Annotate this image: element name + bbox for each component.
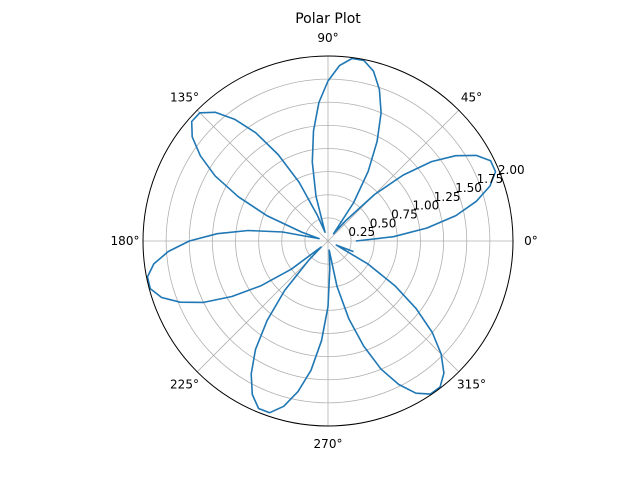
radial-tick-label: 0.25	[348, 225, 375, 239]
angular-gridline	[327, 240, 460, 373]
radial-tick-label: 1.75	[477, 172, 504, 186]
polar-frame	[142, 55, 514, 427]
angular-tick-label: 315°	[457, 378, 486, 392]
angular-tick-label: 225°	[170, 378, 199, 392]
tick-labels: 0° 45° 90° 135° 180° 225° 270° 315° 0.250.500.75…	[111, 31, 538, 451]
radial-tick-label: 0.50	[370, 216, 397, 230]
polar-grid	[143, 56, 513, 426]
angular-gridline	[327, 109, 460, 242]
radial-tick-label: 1.25	[434, 190, 461, 204]
radial-tick-label: 1.50	[455, 181, 482, 195]
angular-tick-label: 45°	[461, 91, 482, 105]
angular-tick-label: 135°	[170, 91, 199, 105]
radial-tick-label: 0.75	[391, 208, 418, 222]
angular-tick-label: 270°	[314, 437, 343, 451]
series-line	[146, 57, 497, 414]
angular-tick-label: 0°	[524, 234, 538, 248]
chart-title: Polar Plot	[295, 11, 361, 27]
radial-tick-label: 2.00	[498, 163, 525, 177]
series-layer	[146, 57, 497, 414]
polar-spine	[142, 55, 514, 427]
angular-tick-label: 90°	[317, 31, 338, 45]
angular-tick-label: 180°	[111, 234, 140, 248]
radial-tick-label: 1.00	[413, 199, 440, 213]
angular-gridline	[196, 109, 329, 242]
